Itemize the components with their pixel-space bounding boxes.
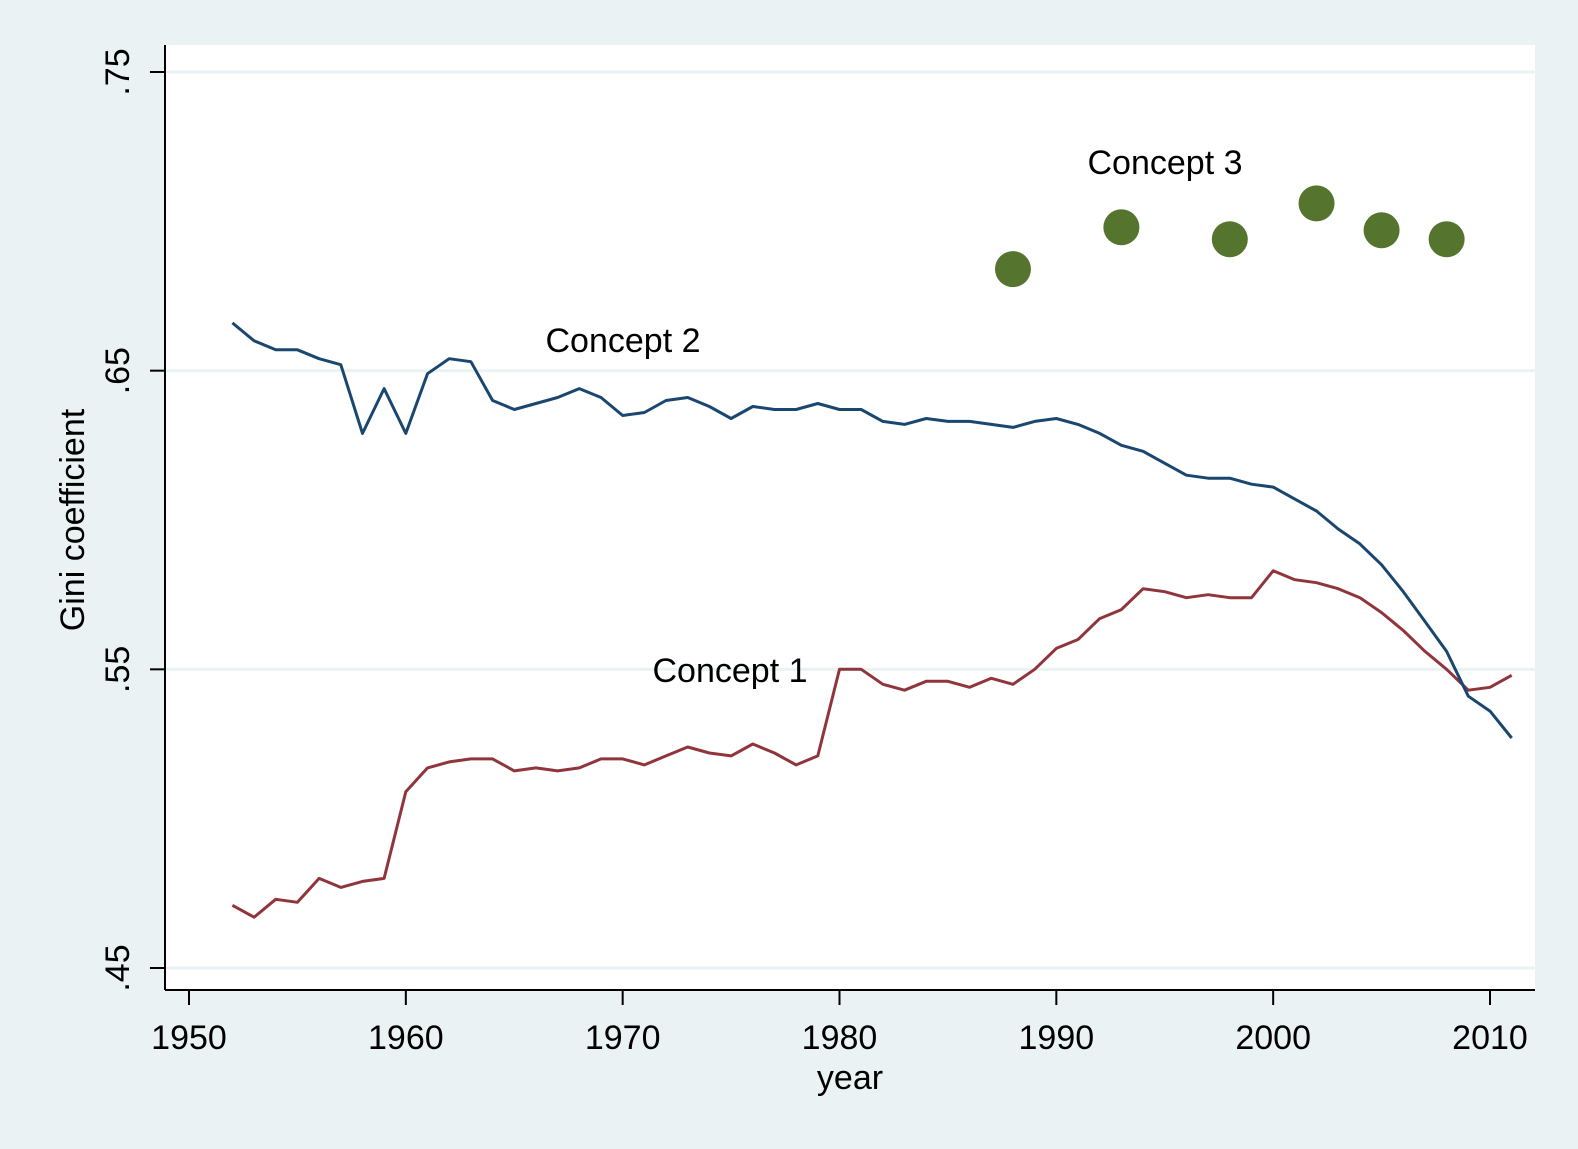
x-tick-label: 1970 bbox=[585, 1019, 661, 1057]
x-tick-label: 1950 bbox=[151, 1019, 227, 1057]
point bbox=[994, 251, 1031, 288]
x-tick-label: 1980 bbox=[802, 1019, 878, 1057]
point bbox=[1428, 221, 1465, 258]
y-tick-label: .75 bbox=[99, 48, 137, 95]
point bbox=[1103, 209, 1140, 246]
x-axis-title: year bbox=[817, 1059, 883, 1097]
y-axis-title: Gini coefficient bbox=[54, 408, 92, 631]
plot-area bbox=[165, 45, 1535, 990]
x-tick-label: 1990 bbox=[1019, 1019, 1095, 1057]
series-label: Concept 1 bbox=[653, 652, 808, 690]
point bbox=[1211, 221, 1248, 258]
series-label: Concept 2 bbox=[546, 322, 701, 360]
line bbox=[231, 569, 1513, 919]
x-tick-label: 2000 bbox=[1235, 1019, 1311, 1057]
point bbox=[1298, 185, 1335, 222]
line bbox=[231, 321, 1513, 739]
point bbox=[1363, 212, 1400, 249]
x-tick-label: 2010 bbox=[1452, 1019, 1528, 1057]
series-label: Concept 3 bbox=[1088, 144, 1243, 182]
y-tick-label: .45 bbox=[99, 944, 137, 991]
x-tick-label: 1960 bbox=[368, 1019, 444, 1057]
y-tick-label: .55 bbox=[99, 646, 137, 693]
y-tick-label: .65 bbox=[99, 347, 137, 394]
